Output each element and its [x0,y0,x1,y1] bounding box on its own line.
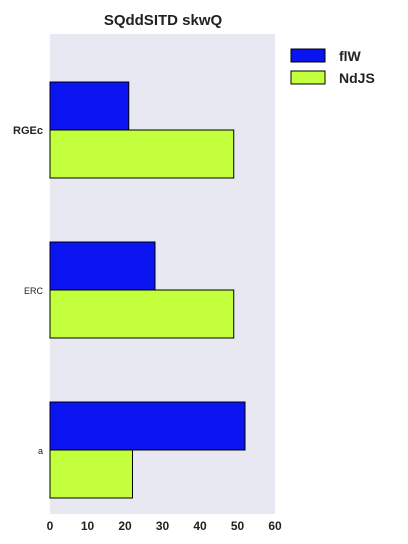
y-tick-label: ERC [24,286,44,296]
x-tick-label: 30 [156,519,170,533]
x-tick-label: 50 [231,519,245,533]
legend-label-flW: flW [339,48,362,64]
x-tick-label: 40 [193,519,207,533]
bar-flW-a [49,401,246,451]
x-tick-label: 60 [268,519,282,533]
bars [49,81,246,499]
legend-label-NdJS: NdJS [339,70,375,86]
y-axis-ticks: RGEc ERC a [13,125,43,456]
chart-title: SQddSITD skwQ [104,12,223,29]
bar-NdJS-ERC [49,289,235,339]
x-tick-label: 0 [47,519,54,533]
x-tick-label: 10 [81,519,95,533]
bar-flW-RGEc [49,81,130,131]
bar-NdJS-a [49,449,133,499]
bar-flW-ERC [49,241,156,291]
y-tick-label: RGEc [13,125,43,137]
legend-swatch-flW [290,48,326,63]
x-axis-ticks: 0 10 20 30 40 50 60 [47,519,282,533]
y-tick-label: a [38,446,43,456]
bar-NdJS-RGEc [49,129,235,179]
legend: flW NdJS [290,48,375,86]
legend-swatch-NdJS [290,70,326,85]
x-tick-label: 20 [118,519,132,533]
